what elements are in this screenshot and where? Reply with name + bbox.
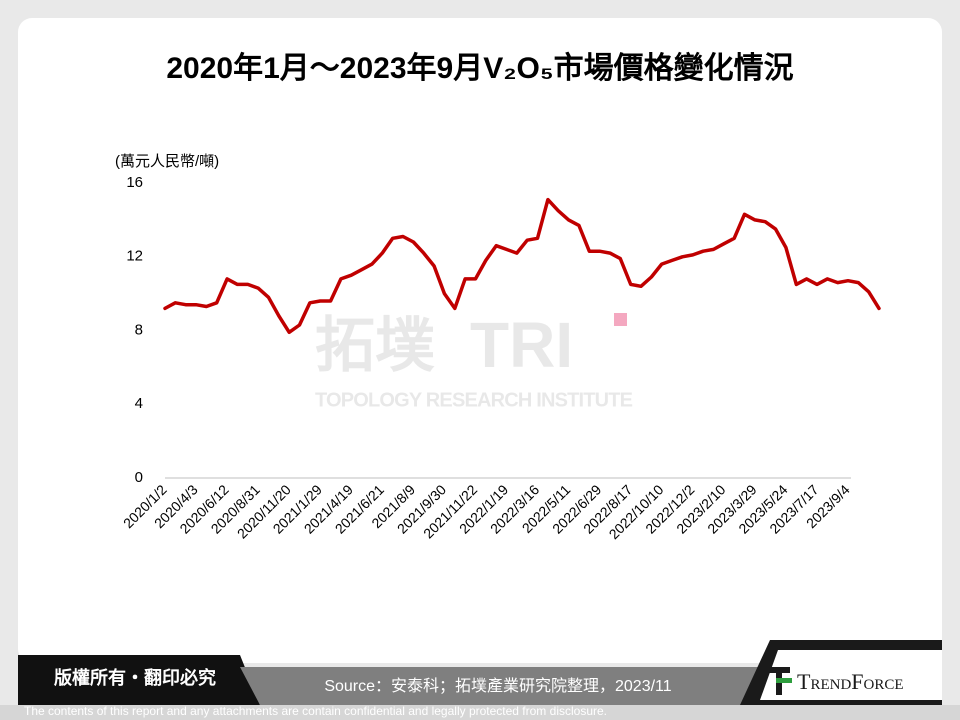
price-line	[163, 197, 881, 335]
brand: TrendForce	[797, 669, 904, 694]
brand-bg	[760, 650, 942, 700]
watermark-mark: TRI	[470, 309, 573, 381]
watermark: 拓墣 TRI TOPOLOGY RESEARCH INSTITUTE	[315, 309, 633, 411]
y-tick-label: 4	[135, 395, 143, 412]
decoration	[614, 313, 627, 326]
y-tick-label: 8	[135, 321, 143, 338]
y-tick-label: 12	[126, 248, 143, 265]
source: Source：安泰科；拓墣產業研究院整理，2023/11	[324, 677, 671, 695]
copyright-band	[18, 655, 260, 705]
watermark-name: TOPOLOGY RESEARCH INSTITUTE	[315, 389, 633, 411]
brand-icon	[776, 678, 792, 683]
disclaimer-band	[0, 705, 960, 720]
card	[18, 18, 942, 663]
chart-title: 2020年1月～2023年9月V₂O₅市場價格變化情況	[166, 51, 793, 85]
y-tick-label: 16	[126, 174, 143, 191]
source-band	[240, 667, 770, 705]
copyright: 版權所有・翻印必究	[54, 667, 216, 688]
disclaimer: The contents of this report and any atta…	[24, 704, 607, 718]
y-tick-label: 0	[135, 469, 143, 486]
y-axis-label: (萬元人民幣/噸)	[115, 153, 219, 170]
watermark-logo: 拓墣	[315, 312, 435, 379]
